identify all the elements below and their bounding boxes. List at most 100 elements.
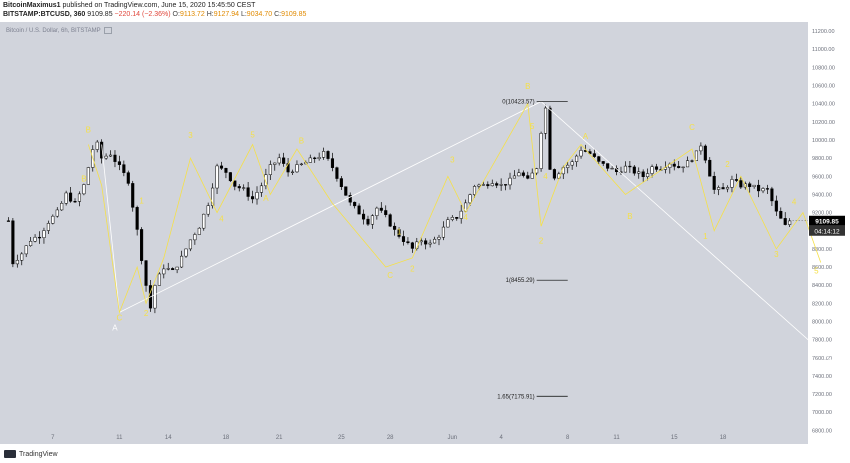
last-price: 9109.85 — [87, 11, 113, 18]
wave-label: B — [627, 212, 632, 221]
countdown-badge — [809, 225, 845, 236]
x-tick-label: 11 — [116, 435, 123, 441]
y-tick-label: 7400.00 — [812, 374, 832, 380]
candle-body — [641, 171, 645, 177]
candle-body — [774, 200, 778, 212]
candle-body — [259, 185, 263, 193]
candle-body — [632, 166, 636, 174]
y-tick-label: 7800.00 — [812, 338, 832, 344]
candle-body — [344, 186, 348, 196]
x-tick-label: 18 — [223, 435, 230, 441]
chart-header: BitcoinMaximus1 published on TradingView… — [0, 0, 850, 22]
candle-body — [725, 187, 730, 190]
candle-body — [410, 242, 414, 249]
candle-body — [6, 220, 10, 222]
candle-body — [268, 164, 272, 175]
candle-body — [535, 168, 539, 174]
candle-body — [712, 175, 716, 190]
yellow-wave-line — [87, 102, 822, 314]
collapse-icon[interactable] — [103, 27, 112, 34]
candle-body — [166, 268, 170, 270]
candle-body — [20, 253, 24, 261]
candle-body — [681, 166, 685, 169]
candle-body — [650, 166, 654, 174]
candle-body — [82, 184, 86, 195]
wave-label: 1 — [703, 232, 708, 241]
wave-label: 4 — [543, 172, 548, 181]
candle-body — [464, 202, 468, 212]
y-tick-label: 8800.00 — [812, 247, 832, 253]
candle-body — [690, 160, 694, 162]
candle-body — [46, 223, 50, 231]
candle-body — [108, 154, 113, 157]
wave-label: 3 — [774, 250, 779, 259]
candle-body — [29, 240, 33, 247]
candle-body — [388, 214, 392, 227]
y-tick-label: 9400.00 — [812, 192, 832, 198]
fib-level-label: 0(10423.57) — [502, 100, 534, 106]
candle-body — [215, 165, 219, 189]
wave-label: 2 — [144, 309, 149, 318]
y-tick-label: 9200.00 — [812, 211, 832, 217]
high-label: H: — [206, 11, 214, 18]
wave-label: C — [844, 367, 850, 376]
wave-label: A — [263, 194, 269, 203]
candle-body — [370, 215, 374, 225]
candle-body — [135, 207, 139, 230]
open-label: O: — [172, 11, 180, 18]
candle-body — [122, 164, 126, 173]
y-tick-label: 8000.00 — [812, 319, 832, 325]
candle-body — [233, 180, 237, 187]
author-name[interactable]: BitcoinMaximus1 — [3, 2, 61, 9]
candle-body — [73, 201, 77, 203]
candle-body — [481, 184, 485, 186]
wave-label: A — [112, 324, 118, 333]
candle-body — [353, 201, 357, 207]
wave-label: 1 — [397, 227, 402, 236]
candle-body — [446, 219, 450, 228]
candle-body — [779, 210, 783, 219]
wave-label: 2 — [725, 160, 730, 169]
fib-level-label: 1(8455.29) — [506, 278, 535, 284]
candle-body — [237, 186, 241, 189]
candle-body — [397, 229, 401, 237]
candle-body — [499, 184, 503, 186]
candle-body — [646, 173, 650, 177]
wave-label: 5 — [250, 130, 255, 139]
wave-label: B — [299, 137, 304, 146]
price-change: −220.14 (−2.36%) — [114, 11, 171, 18]
candle-body — [86, 167, 90, 185]
wave-label: A — [583, 132, 589, 141]
candle-body — [335, 167, 339, 179]
candle-body — [437, 236, 441, 240]
candle-body — [251, 196, 255, 200]
candle-body — [379, 207, 383, 211]
candle-body — [308, 157, 312, 163]
candle-body — [592, 153, 596, 157]
x-tick-label: 7 — [51, 435, 55, 441]
candle-body — [486, 184, 490, 187]
symbol-name: BITSTAMP:BTCUSD, 360 — [3, 11, 86, 18]
candle-body — [610, 167, 614, 170]
candle-body — [255, 192, 259, 200]
candle-body — [60, 202, 64, 211]
tradingview-logo[interactable]: TradingView — [4, 450, 58, 458]
brand-name: TradingView — [19, 450, 58, 458]
candle-body — [55, 209, 59, 217]
candle-body — [366, 218, 370, 225]
candle-body — [495, 183, 499, 186]
wave-label: 2 — [410, 265, 415, 274]
candle-body — [552, 169, 556, 179]
candle-body — [126, 172, 130, 184]
fib-level-label: 1.65(7175.91) — [497, 394, 534, 400]
wave-label: 3 — [450, 156, 455, 165]
x-tick-label: 25 — [338, 435, 345, 441]
candle-body — [348, 195, 352, 203]
candle-body — [459, 210, 463, 219]
candle-body — [51, 215, 55, 224]
x-tick-label: 8 — [566, 435, 570, 441]
candle-body — [490, 183, 494, 187]
candle-body — [788, 220, 792, 225]
plot-background — [0, 22, 808, 444]
price-chart[interactable]: 11200.00 11000.00 10800.00 10600.00 10400.00… — [0, 22, 850, 447]
